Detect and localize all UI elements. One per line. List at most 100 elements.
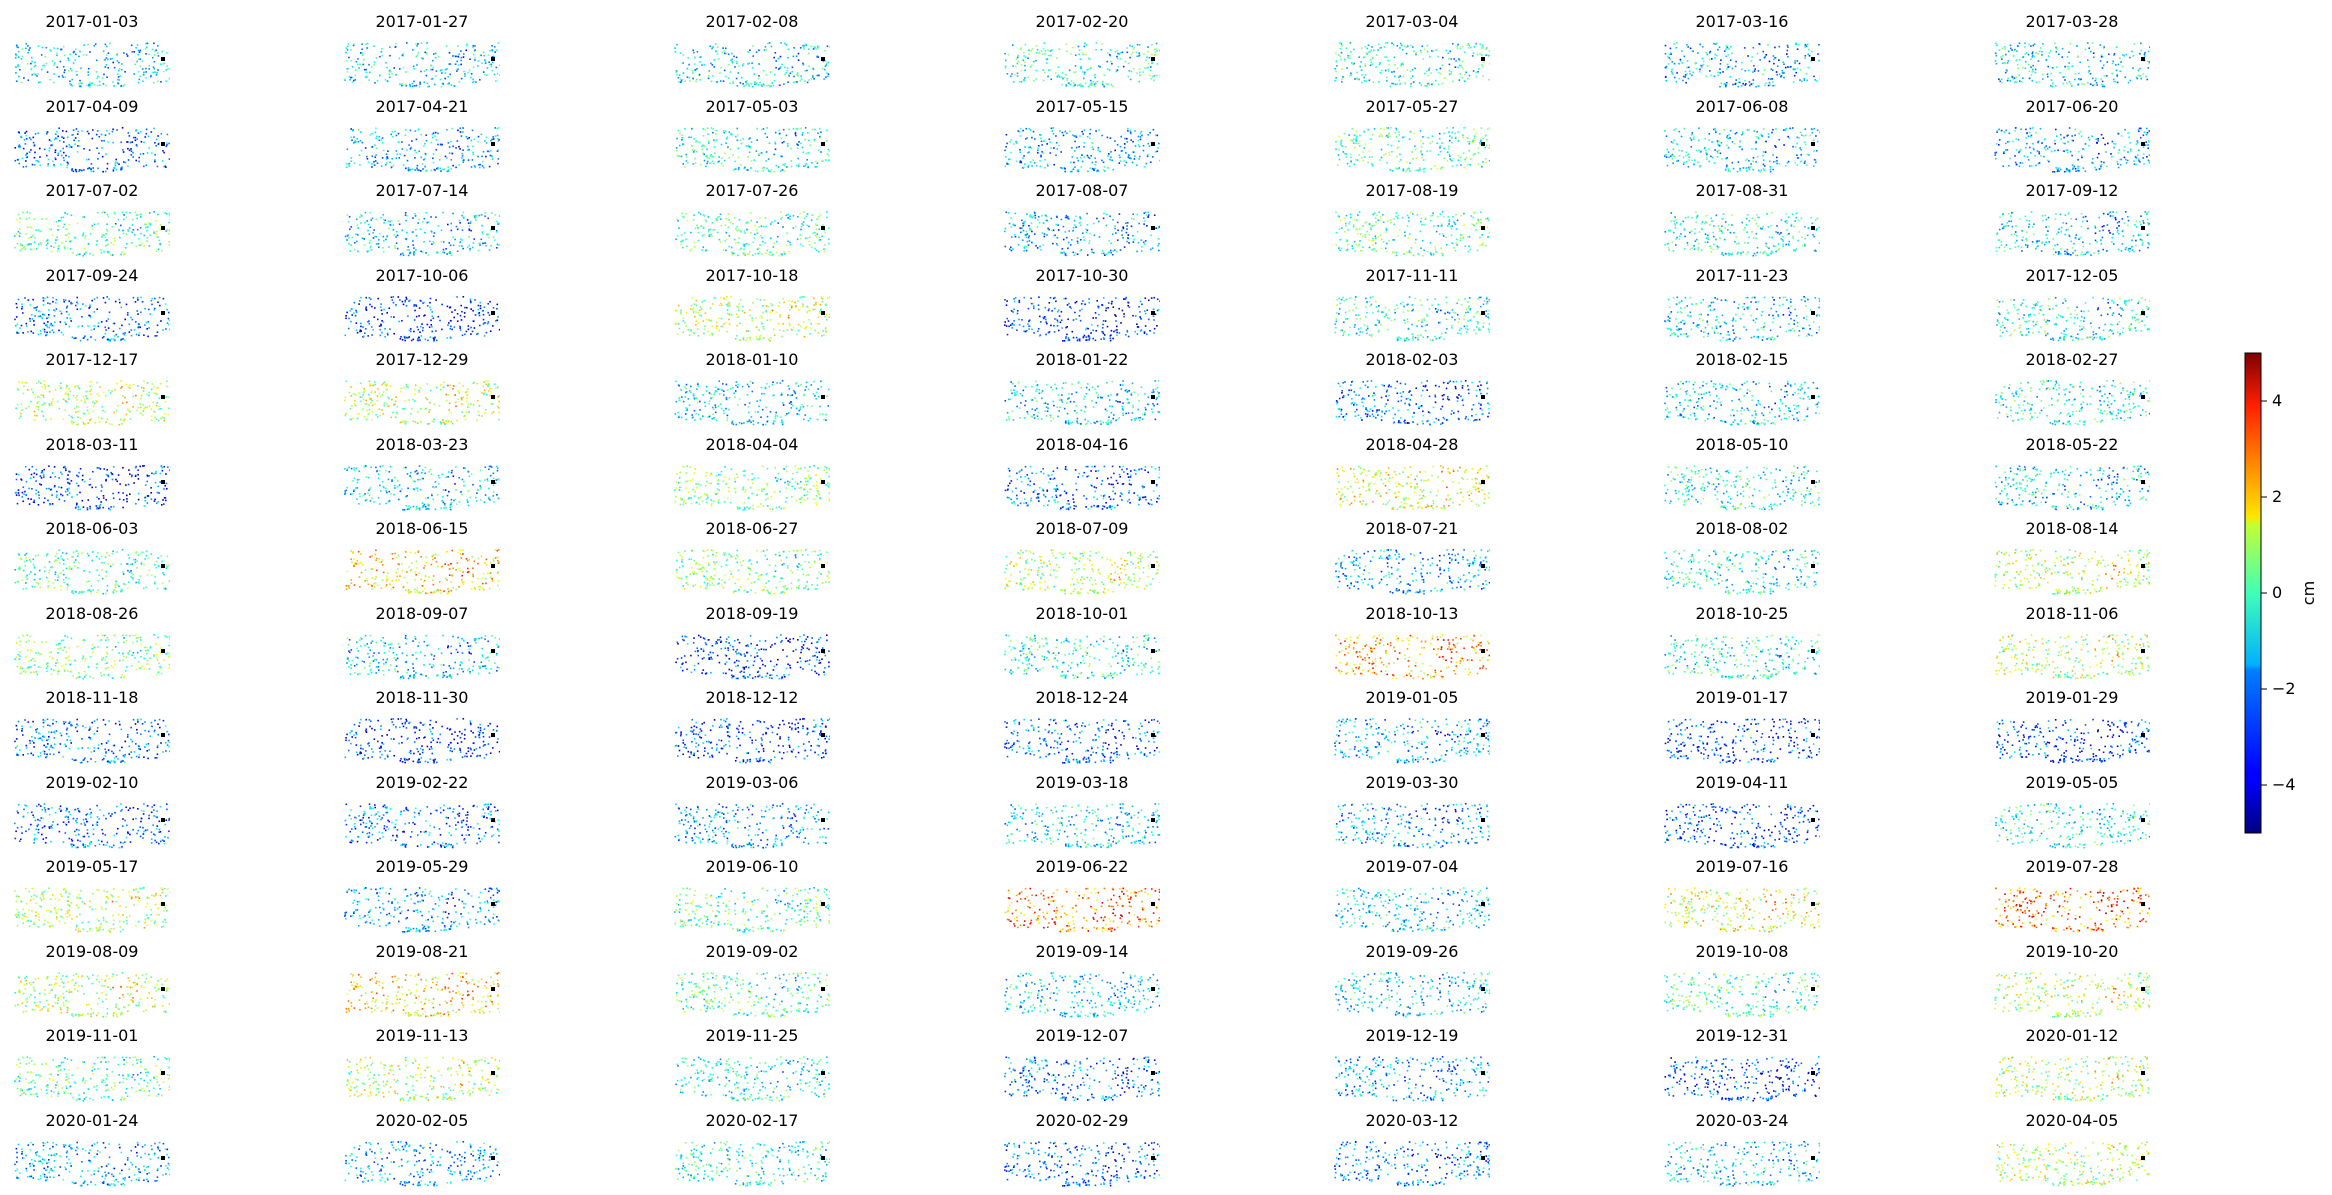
data-point xyxy=(90,170,92,172)
data-point xyxy=(1090,128,1092,130)
data-point xyxy=(1059,130,1061,132)
data-point xyxy=(730,133,732,135)
data-point xyxy=(131,232,133,234)
data-point xyxy=(1057,244,1059,246)
data-point xyxy=(472,159,474,161)
data-point xyxy=(103,83,105,85)
data-point xyxy=(1443,235,1445,237)
data-point xyxy=(1703,64,1705,66)
data-point xyxy=(1071,170,1073,172)
data-point xyxy=(359,164,361,166)
data-point xyxy=(350,250,352,252)
data-point xyxy=(415,249,417,251)
data-point xyxy=(1691,146,1693,148)
data-point xyxy=(145,227,147,229)
data-point xyxy=(1770,78,1772,80)
data-point xyxy=(729,246,731,248)
data-point xyxy=(1479,237,1481,239)
data-point xyxy=(98,76,100,78)
data-point xyxy=(1015,140,1017,142)
data-point xyxy=(2110,153,2112,155)
data-point xyxy=(1112,219,1114,221)
data-point xyxy=(1445,237,1447,239)
data-point xyxy=(1011,250,1013,252)
subplot-title: 2017-05-27 xyxy=(1332,97,1492,117)
data-point xyxy=(1126,137,1128,139)
data-point xyxy=(2118,64,2120,66)
data-point xyxy=(817,56,819,58)
data-point xyxy=(405,212,407,214)
data-point xyxy=(386,158,388,160)
data-point xyxy=(1702,46,1704,48)
data-point xyxy=(107,244,109,246)
data-point xyxy=(753,55,755,57)
data-point xyxy=(153,43,155,45)
data-point xyxy=(482,243,484,245)
data-point xyxy=(1406,161,1408,163)
data-point xyxy=(1388,64,1390,66)
data-point xyxy=(498,158,500,160)
data-point xyxy=(1345,47,1347,49)
data-point xyxy=(2092,158,2094,160)
data-point xyxy=(1430,220,1432,222)
data-point xyxy=(1357,215,1359,217)
data-point xyxy=(1089,137,1091,139)
scatter-plot xyxy=(1994,125,2150,173)
data-point xyxy=(1671,71,1673,73)
data-point xyxy=(499,215,500,217)
data-point xyxy=(676,147,678,149)
data-point xyxy=(695,162,697,164)
data-point xyxy=(46,154,48,156)
data-point xyxy=(89,149,91,151)
data-point xyxy=(142,60,144,62)
data-point xyxy=(785,215,787,217)
data-point xyxy=(2072,65,2074,67)
data-point xyxy=(1127,76,1129,78)
data-point xyxy=(805,238,807,240)
data-point xyxy=(64,246,66,248)
data-point xyxy=(1739,140,1741,142)
data-point xyxy=(1439,132,1441,134)
data-point xyxy=(696,68,698,70)
data-point xyxy=(1794,161,1796,163)
data-point xyxy=(729,83,731,85)
data-point xyxy=(1682,80,1684,82)
data-point xyxy=(75,169,77,171)
data-point xyxy=(418,150,420,152)
data-point xyxy=(829,150,830,152)
data-point xyxy=(161,51,163,53)
data-point xyxy=(1010,151,1012,153)
data-point xyxy=(808,226,810,228)
data-point xyxy=(1488,236,1490,238)
data-point xyxy=(1699,44,1701,46)
data-point xyxy=(1446,127,1448,129)
data-point xyxy=(1726,68,1728,70)
data-point xyxy=(1422,142,1424,144)
data-point xyxy=(83,148,85,150)
data-point xyxy=(2032,53,2034,55)
data-point xyxy=(724,53,726,55)
data-point xyxy=(1669,57,1671,59)
data-point xyxy=(375,127,377,129)
data-point xyxy=(1047,76,1049,78)
data-point xyxy=(2140,136,2142,138)
subplot-title: 2017-02-20 xyxy=(1002,12,1162,32)
data-point xyxy=(1708,148,1710,150)
data-point xyxy=(441,230,443,232)
data-point xyxy=(792,71,794,73)
data-point xyxy=(2123,56,2125,58)
data-point xyxy=(726,137,728,139)
data-point xyxy=(417,164,419,166)
data-point xyxy=(137,229,139,231)
data-point xyxy=(63,226,65,228)
data-point xyxy=(403,164,405,166)
data-point xyxy=(1451,131,1453,133)
data-point xyxy=(353,136,355,138)
data-point xyxy=(1728,146,1730,148)
data-point xyxy=(149,212,151,214)
data-point xyxy=(1705,137,1707,139)
data-point xyxy=(41,69,43,71)
data-point xyxy=(1482,66,1484,68)
data-point xyxy=(402,55,404,57)
data-point xyxy=(1335,77,1337,79)
